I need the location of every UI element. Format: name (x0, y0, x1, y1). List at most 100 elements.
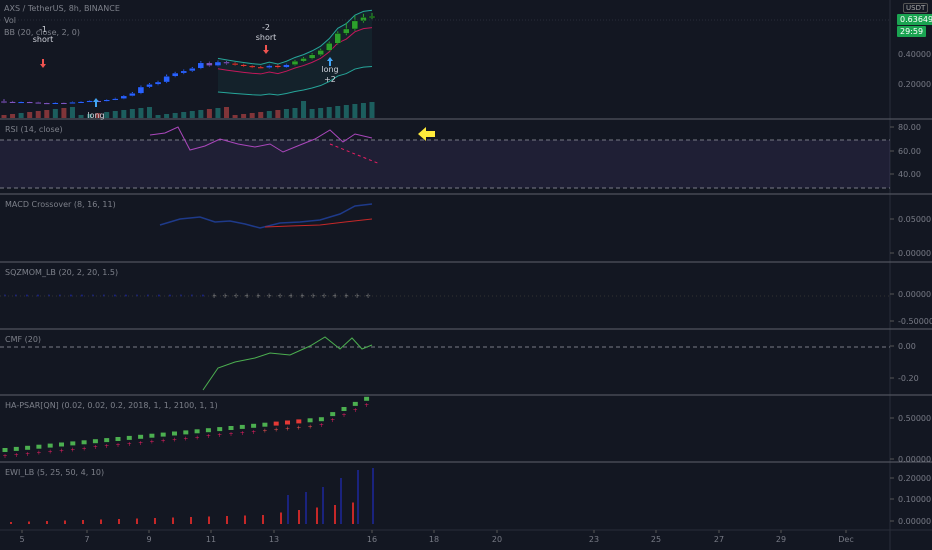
ewi-red-bar (226, 516, 228, 524)
xaxis-label: 11 (206, 535, 216, 544)
candle-body (52, 102, 59, 105)
volume-bar (1, 115, 7, 118)
volume-bar (249, 113, 255, 118)
volume-bar (35, 111, 41, 118)
candle-body (120, 95, 127, 99)
volume-bar (44, 110, 50, 118)
ha-candle (25, 445, 31, 450)
ha-candle (70, 441, 76, 446)
psar-dot: + (228, 431, 233, 438)
sqz-dot: + (310, 292, 316, 300)
annotation-text: long (321, 65, 338, 74)
volume-bar (198, 110, 204, 118)
xaxis-label: 20 (492, 535, 502, 544)
annotation-text: -2 (262, 23, 270, 32)
pane-title-psar: HA-PSAR[QN] (0.02, 0.02, 0.2, 2018, 1, 1… (5, 401, 218, 410)
psar-dot: + (115, 442, 120, 449)
ewi-blue-bar (287, 495, 289, 524)
ha-candle (92, 439, 98, 444)
sqz-dot: + (211, 292, 217, 300)
candle-body (180, 70, 187, 74)
psar-dot: + (217, 432, 222, 439)
psar-dot: + (285, 426, 290, 433)
ha-candle (217, 427, 223, 432)
price-tick-sqz: -0.50000 (898, 317, 932, 326)
ha-candle (318, 417, 324, 422)
rsi-band (0, 140, 890, 188)
candle-body (17, 101, 25, 104)
volume-bar (241, 114, 247, 118)
candle-body (326, 43, 333, 51)
volume-bar (369, 102, 375, 118)
candle-body (240, 64, 247, 67)
ewi-red-bar (334, 505, 336, 524)
ewi-red-bar (190, 517, 192, 524)
rsi-line (149, 126, 373, 153)
ewi-red-bar (352, 502, 354, 524)
candle-body (146, 84, 153, 88)
ewi-red-bar (172, 517, 174, 524)
price-tick-ewi: 0.10000 (898, 495, 931, 504)
psar-dot: + (240, 430, 245, 437)
sqz-dot: + (343, 292, 349, 300)
ha-candle (138, 434, 144, 439)
xaxis-label: 7 (84, 535, 89, 544)
volume-bar (129, 109, 135, 118)
candle-body (249, 65, 256, 68)
volume-bar (181, 112, 187, 118)
ha-candle (13, 446, 19, 451)
volume-bar (95, 113, 101, 118)
candle-body (274, 65, 282, 68)
psar-dot: + (183, 435, 188, 442)
ha-candle (341, 407, 347, 411)
currency-label[interactable]: USDT (903, 3, 929, 13)
arrow-left-icon (418, 127, 435, 141)
bollinger-basis (217, 27, 373, 75)
candle-body (300, 58, 307, 62)
candle-body (206, 62, 213, 66)
ewi-blue-bar (340, 478, 342, 524)
candle-body (197, 62, 204, 69)
psar-dot: + (149, 439, 154, 446)
ha-candle (239, 424, 245, 429)
psar-dot: + (25, 451, 30, 458)
volume-bar (360, 103, 366, 118)
xaxis-label: 27 (714, 535, 724, 544)
annotation-text: long (87, 111, 104, 120)
psar-dot: + (319, 422, 324, 429)
candle-body (291, 60, 299, 65)
volume-bar (266, 111, 272, 118)
sqz-dot: • (36, 292, 40, 300)
ha-candle (149, 433, 155, 438)
ha-candle (296, 419, 302, 424)
price-tick-rsi: 40.00 (898, 170, 921, 179)
last-price-badge: 0.63649 (897, 14, 932, 25)
price-tick: 0.20000 (898, 80, 931, 89)
candle-body (35, 102, 42, 105)
sqz-dot: + (288, 292, 294, 300)
ha-candle (183, 430, 189, 435)
candle-body (60, 102, 68, 105)
psar-dot: + (138, 440, 143, 447)
ewi-red-bar (100, 519, 102, 524)
candle-body (343, 28, 350, 34)
candle-body (69, 102, 76, 104)
volume-bar (104, 112, 110, 118)
sqz-dot: • (157, 292, 161, 300)
candle-body (334, 33, 341, 44)
volume-bar (215, 108, 221, 118)
psar-dot: + (36, 450, 41, 457)
volume-bar (352, 104, 358, 118)
candle-body (368, 16, 376, 18)
volume-bar (87, 114, 93, 118)
candle-body (0, 101, 8, 103)
ha-candle (2, 448, 8, 452)
volume-bar (78, 115, 84, 118)
ha-candle (228, 426, 234, 430)
ha-candle (194, 429, 200, 434)
volume-bar (301, 101, 307, 118)
ha-candle (47, 443, 53, 448)
candle-body (103, 99, 110, 102)
volume-bar (335, 106, 341, 118)
